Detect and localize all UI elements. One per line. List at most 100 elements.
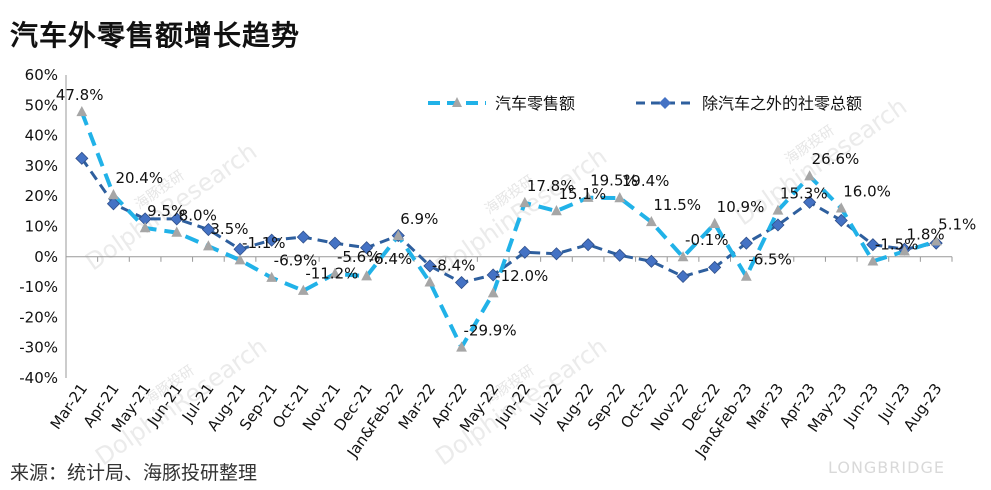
point-non-auto (423, 259, 437, 273)
data-label: 19.4% (622, 172, 670, 190)
data-label: -6.9% (274, 252, 318, 270)
point-non-auto (75, 151, 89, 165)
point-non-auto (708, 260, 722, 274)
legend-marker-non-auto (659, 97, 671, 109)
data-label: 15.1% (558, 185, 606, 203)
point-auto (519, 196, 531, 208)
data-label: -6.4% (369, 250, 413, 268)
point-non-auto (644, 254, 658, 268)
y-tick-label: 40% (25, 127, 58, 145)
point-non-auto (834, 213, 848, 228)
point-auto (361, 270, 373, 281)
point-auto (835, 202, 847, 213)
point-auto (202, 240, 214, 251)
data-label: 5.1% (938, 215, 976, 233)
data-labels: 47.8% 20.4% 9.5%8.0%3.5%-1.1%-6.9%-11.2%-5… (56, 86, 976, 339)
y-tick-label: 0% (34, 248, 58, 266)
point-non-auto (518, 245, 532, 259)
point-auto (76, 105, 88, 117)
point-auto (266, 271, 278, 282)
y-tick-label: -40% (19, 369, 58, 387)
point-non-auto (613, 248, 627, 262)
point-auto (582, 191, 594, 202)
data-label: 16.0% (843, 182, 891, 200)
legend-label-auto: 汽车零售额 (495, 94, 575, 113)
point-auto (867, 255, 879, 266)
data-label: 8.0% (179, 207, 217, 225)
data-label: 17.8% (527, 177, 575, 195)
point-auto (171, 226, 183, 237)
data-label: -5.6% (337, 248, 381, 266)
point-auto (108, 188, 119, 200)
data-label: 47.8% (56, 86, 104, 104)
y-tick-label: -30% (19, 339, 58, 357)
point-auto (297, 284, 309, 295)
data-label: 1.8% (907, 225, 945, 243)
data-label: 26.6% (812, 150, 860, 168)
data-label: 11.5% (653, 196, 701, 214)
y-tick-label: 50% (25, 96, 58, 114)
point-non-auto (454, 275, 469, 290)
chart-title: 汽车外零售额增长趋势 (10, 19, 301, 52)
point-auto (709, 217, 721, 228)
data-label: -12.0% (495, 267, 548, 285)
source-note: 来源：统计局、海豚投研整理 (10, 462, 258, 484)
data-label: -1.1% (242, 234, 286, 252)
y-tick-label: 30% (25, 157, 58, 175)
point-non-auto (676, 269, 690, 284)
point-non-auto (328, 236, 342, 250)
data-label: -29.9% (464, 321, 517, 339)
data-label: 3.5% (210, 220, 248, 238)
point-non-auto (265, 233, 279, 247)
y-tick-label: -20% (19, 308, 58, 326)
y-tick-label: 20% (25, 187, 58, 205)
point-auto (424, 276, 436, 287)
point-non-auto (549, 247, 564, 261)
point-auto (645, 215, 657, 227)
legend-label-non-auto: 除汽车之外的社零总额 (702, 94, 862, 113)
series-line-auto (79, 111, 937, 352)
y-tick-label: -10% (19, 278, 58, 296)
data-label: 10.9% (717, 198, 765, 216)
data-label: 19.5% (590, 172, 638, 190)
point-auto (740, 270, 752, 281)
point-auto (899, 245, 910, 256)
point-non-auto (201, 222, 215, 237)
series-markers (75, 105, 943, 352)
point-auto (930, 235, 942, 246)
point-non-auto (486, 268, 500, 282)
data-label: -8.4% (432, 256, 476, 274)
point-non-auto (739, 236, 753, 250)
point-non-auto (581, 238, 595, 252)
point-non-auto (803, 195, 817, 209)
legend-marker-auto (452, 97, 462, 107)
series-lines (79, 111, 937, 352)
axes: -40%-30%-20%-10%0%10%20%30%40%50%60%Mar-… (19, 66, 953, 461)
data-label: -6.5% (748, 250, 792, 268)
data-label: 15.3% (780, 184, 828, 202)
watermark-en: DolphinResearch (90, 332, 272, 471)
point-auto (804, 170, 816, 181)
point-auto (487, 287, 499, 298)
point-auto (456, 341, 467, 352)
y-tick-label: 60% (25, 66, 58, 84)
point-auto (614, 192, 626, 203)
data-label: -0.1% (685, 231, 729, 249)
data-label: 6.9% (400, 210, 438, 228)
point-non-auto (106, 197, 121, 211)
point-non-auto (170, 212, 184, 226)
point-auto (551, 205, 562, 216)
data-label: -1.5% (875, 235, 919, 253)
data-label: 9.5% (147, 202, 185, 220)
y-tick-label: 10% (25, 218, 58, 236)
point-auto (329, 267, 341, 278)
legend: 汽车零售额 除汽车之外的社零总额 (428, 94, 862, 113)
data-label: -11.2% (305, 265, 358, 283)
point-auto (234, 254, 246, 265)
brand-watermark: LONGBRIDGE (828, 458, 945, 477)
point-non-auto (866, 238, 880, 252)
point-auto (677, 251, 689, 262)
point-auto (392, 229, 404, 241)
